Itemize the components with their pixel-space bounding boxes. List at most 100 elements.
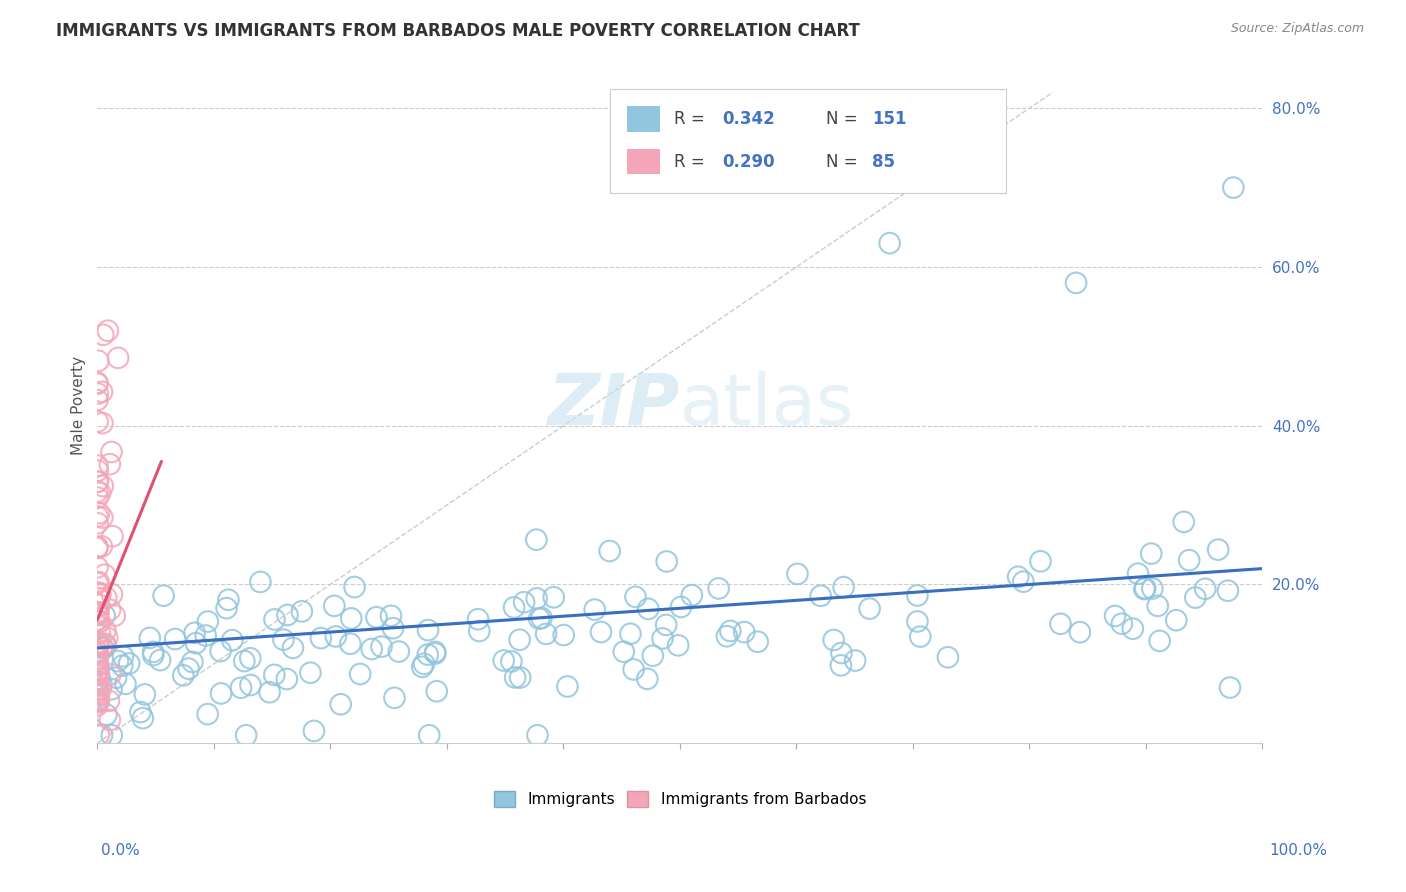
Point xyxy=(624,590,647,604)
Point xyxy=(86,668,108,682)
Point xyxy=(276,672,298,686)
Text: R =: R = xyxy=(673,153,710,170)
Point xyxy=(94,639,117,653)
Point xyxy=(641,648,664,663)
Point xyxy=(613,645,636,659)
Point xyxy=(89,672,111,686)
Point xyxy=(142,648,165,662)
Point xyxy=(589,625,612,640)
Point xyxy=(86,679,108,693)
Point xyxy=(1206,542,1229,557)
Point xyxy=(101,587,124,601)
Point xyxy=(619,627,641,641)
Point xyxy=(513,595,536,609)
Point xyxy=(90,640,112,654)
Point xyxy=(501,655,523,669)
Point xyxy=(503,600,526,615)
Point xyxy=(263,668,285,682)
Text: 0.290: 0.290 xyxy=(721,153,775,170)
Point xyxy=(91,327,114,342)
Point xyxy=(87,606,110,620)
Point xyxy=(87,639,110,653)
Point xyxy=(87,574,110,589)
Point xyxy=(388,644,411,658)
Point xyxy=(215,601,238,615)
Point xyxy=(557,680,579,694)
Point xyxy=(509,671,531,685)
Point xyxy=(86,636,108,650)
Point xyxy=(87,666,110,681)
Point xyxy=(553,628,575,642)
Point xyxy=(1012,574,1035,589)
Point xyxy=(366,610,388,624)
Point xyxy=(681,588,703,602)
Point xyxy=(177,662,200,676)
Point xyxy=(87,591,110,605)
Point xyxy=(89,615,111,629)
Point xyxy=(1104,609,1126,624)
Point xyxy=(1126,566,1149,581)
Point xyxy=(1194,582,1216,596)
FancyBboxPatch shape xyxy=(627,149,659,175)
Point xyxy=(637,602,659,616)
Point xyxy=(111,649,134,664)
Text: 85: 85 xyxy=(872,153,896,170)
Point xyxy=(844,654,866,668)
Point xyxy=(90,676,112,690)
Point xyxy=(733,625,755,640)
Point xyxy=(94,637,117,651)
Point xyxy=(93,567,115,582)
Point xyxy=(1216,583,1239,598)
Point xyxy=(86,646,108,660)
Point xyxy=(707,582,730,596)
Point xyxy=(142,645,165,659)
Text: 0.342: 0.342 xyxy=(721,110,775,128)
Point xyxy=(118,657,141,671)
Point xyxy=(340,611,363,625)
Point xyxy=(96,591,118,605)
Point xyxy=(349,667,371,681)
Point xyxy=(91,510,114,524)
Point xyxy=(86,658,108,673)
Point xyxy=(90,681,112,696)
Text: IMMIGRANTS VS IMMIGRANTS FROM BARBADOS MALE POVERTY CORRELATION CHART: IMMIGRANTS VS IMMIGRANTS FROM BARBADOS M… xyxy=(56,22,860,40)
Point xyxy=(100,682,122,697)
Point xyxy=(129,705,152,719)
Point xyxy=(302,723,325,738)
Point xyxy=(1029,554,1052,568)
Point xyxy=(86,692,108,706)
Text: N =: N = xyxy=(825,110,862,128)
Point xyxy=(87,586,110,600)
Point xyxy=(184,636,207,650)
Point xyxy=(89,598,111,612)
Point xyxy=(87,694,110,708)
Point xyxy=(87,475,110,489)
Point xyxy=(209,644,232,658)
Point xyxy=(86,648,108,663)
Text: 100.0%: 100.0% xyxy=(1270,843,1327,858)
Point xyxy=(830,646,852,660)
Point xyxy=(323,599,346,613)
Point xyxy=(1133,582,1156,596)
Point xyxy=(98,603,121,617)
Point xyxy=(111,658,134,673)
Point xyxy=(89,615,111,629)
Point xyxy=(87,664,110,678)
Point xyxy=(87,688,110,702)
Point xyxy=(524,533,547,547)
Point xyxy=(418,728,440,742)
Point xyxy=(910,630,932,644)
Point xyxy=(89,486,111,500)
Point xyxy=(492,654,515,668)
Point xyxy=(217,592,239,607)
Point xyxy=(1178,553,1201,567)
Point xyxy=(291,604,314,618)
Point xyxy=(1149,633,1171,648)
Point xyxy=(86,694,108,708)
Point xyxy=(149,653,172,667)
Point xyxy=(87,681,110,696)
Point xyxy=(249,574,271,589)
Point xyxy=(90,540,112,554)
Point xyxy=(339,637,361,651)
Point xyxy=(276,607,298,622)
